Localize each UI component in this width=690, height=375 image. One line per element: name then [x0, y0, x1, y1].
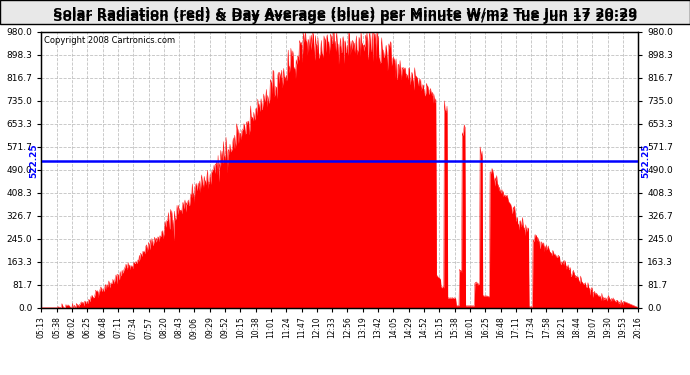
Text: 522.25: 522.25 — [30, 143, 39, 178]
Text: 522.25: 522.25 — [641, 143, 650, 178]
Text: Copyright 2008 Cartronics.com: Copyright 2008 Cartronics.com — [44, 36, 175, 45]
Text: Solar Radiation (red) & Day Average (blue) per Minute W/m2 Tue Jun 17 20:29: Solar Radiation (red) & Day Average (blu… — [53, 11, 637, 24]
Text: Solar Radiation (red) & Day Average (blue) per Minute W/m2 Tue Jun 17 20:29: Solar Radiation (red) & Day Average (blu… — [53, 7, 637, 20]
